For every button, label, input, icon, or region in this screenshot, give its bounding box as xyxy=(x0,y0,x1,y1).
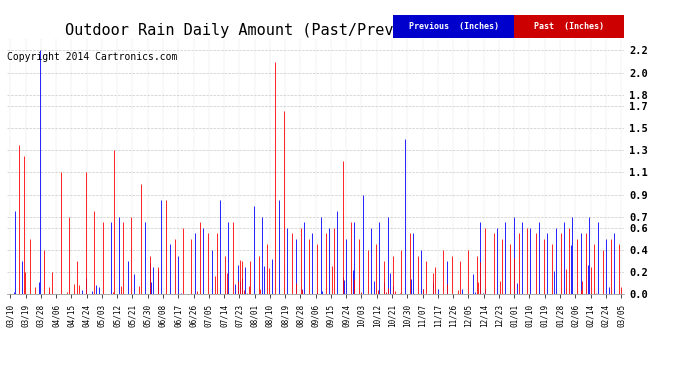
Text: Past  (Inches): Past (Inches) xyxy=(534,22,604,31)
Text: Previous  (Inches): Previous (Inches) xyxy=(408,22,499,31)
Title: Outdoor Rain Daily Amount (Past/Previous Year) 20140310: Outdoor Rain Daily Amount (Past/Previous… xyxy=(65,23,566,38)
Text: Copyright 2014 Cartronics.com: Copyright 2014 Cartronics.com xyxy=(7,53,177,63)
